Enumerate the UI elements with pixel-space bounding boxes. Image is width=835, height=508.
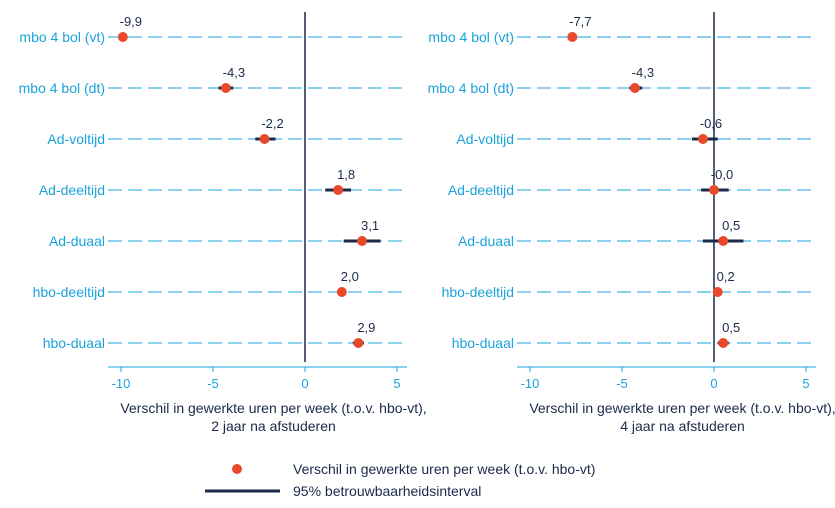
data-label: 2,9 [357, 320, 375, 335]
data-label: -4,3 [632, 65, 654, 80]
data-point [697, 134, 708, 144]
category-label: Ad-voltijd [47, 131, 105, 147]
x-tick-label: 5 [393, 376, 400, 391]
panel-2: mbo 4 bol (vt) mbo 4 bol (dt) Ad-voltijd Ad… [428, 12, 835, 434]
category-label: hbo-duaal [452, 335, 514, 351]
data-point [353, 338, 364, 348]
panels: mbo 4 bol (vt) mbo 4 bol (dt) Ad-voltijd Ad… [19, 12, 835, 434]
panel-1: mbo 4 bol (vt) mbo 4 bol (dt) Ad-voltijd Ad… [19, 12, 427, 434]
legend-point-marker [232, 464, 242, 474]
category-label: hbo-deeltijd [442, 284, 514, 300]
data-point [259, 134, 270, 144]
x-tick-label: -5 [207, 376, 219, 391]
data-label: 0,2 [717, 269, 735, 284]
data-point [712, 287, 723, 297]
data-label: -0,6 [700, 116, 722, 131]
data-point [117, 32, 128, 42]
category-label: hbo-duaal [43, 335, 105, 351]
category-label: hbo-deeltijd [33, 284, 105, 300]
x-tick-label: -5 [616, 376, 628, 391]
data-point [629, 83, 640, 93]
data-label: -9,9 [120, 14, 142, 29]
category-label: Ad-deeltijd [448, 182, 514, 198]
category-label: mbo 4 bol (dt) [19, 80, 105, 96]
x-tick-label: 0 [710, 376, 717, 391]
x-axis-title-line-1: Verschil in gewerkte uren per week (t.o.… [120, 400, 426, 416]
data-label: -0,0 [711, 167, 733, 182]
category-label: Ad-deeltijd [39, 182, 105, 198]
x-tick-label: 5 [802, 376, 809, 391]
category-label: Ad-duaal [49, 233, 105, 249]
x-tick-label: -10 [112, 376, 131, 391]
data-label: -2,2 [261, 116, 283, 131]
data-point [336, 287, 347, 297]
legend-ci-label: 95% betrouwbaarheidsinterval [293, 483, 481, 499]
data-label: 2,0 [341, 269, 359, 284]
data-label: -4,3 [223, 65, 245, 80]
data-point [333, 185, 344, 195]
legend: Verschil in gewerkte uren per week (t.o.… [205, 461, 595, 499]
data-point [718, 236, 729, 246]
data-point [357, 236, 368, 246]
data-label: 1,8 [337, 167, 355, 182]
data-label: 0,5 [722, 320, 740, 335]
x-axis-title-line-2: 2 jaar na afstuderen [211, 418, 336, 434]
legend-point-label: Verschil in gewerkte uren per week (t.o.… [293, 461, 595, 477]
data-label: -7,7 [569, 14, 591, 29]
data-point [709, 185, 719, 195]
x-tick-label: 0 [301, 376, 308, 391]
category-label: Ad-voltijd [456, 131, 514, 147]
category-label: mbo 4 bol (vt) [19, 29, 105, 45]
data-label: 0,5 [722, 218, 740, 233]
x-axis-title-line-1: Verschil in gewerkte uren per week (t.o.… [529, 400, 835, 416]
category-label: Ad-duaal [458, 233, 514, 249]
x-axis-title-line-2: 4 jaar na afstuderen [620, 418, 745, 434]
x-tick-label: -10 [521, 376, 540, 391]
data-point [718, 338, 729, 348]
data-point [567, 32, 578, 42]
category-label: mbo 4 bol (dt) [428, 80, 514, 96]
data-point [220, 83, 231, 93]
category-label: mbo 4 bol (vt) [428, 29, 514, 45]
data-label: 3,1 [361, 218, 379, 233]
